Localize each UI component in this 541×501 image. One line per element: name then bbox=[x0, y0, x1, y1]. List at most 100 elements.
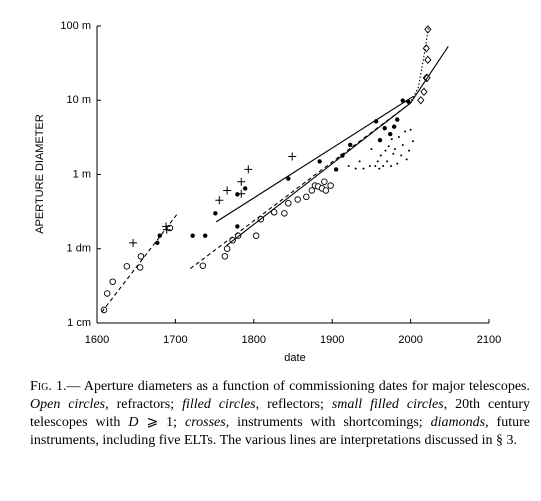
y-tick-label: 1 dm bbox=[67, 243, 91, 255]
small-point bbox=[368, 165, 371, 168]
small-point bbox=[347, 165, 350, 168]
small-point bbox=[401, 143, 404, 146]
caption-segment: small filled circles bbox=[331, 397, 444, 412]
refractor-point bbox=[137, 253, 145, 260]
small-point bbox=[378, 167, 381, 170]
refractor-point bbox=[308, 187, 316, 194]
cross-point bbox=[129, 238, 138, 247]
reflector-point bbox=[317, 159, 322, 164]
y-tick-label: 1 cm bbox=[67, 317, 91, 329]
small-point bbox=[382, 165, 385, 168]
caption-segment: Fig. 1. bbox=[30, 379, 67, 394]
reflector-point bbox=[202, 233, 208, 238]
x-tick-label: 1900 bbox=[320, 334, 344, 346]
refractor-point bbox=[281, 210, 288, 217]
cross-point bbox=[244, 165, 253, 174]
refractor-point bbox=[270, 209, 278, 216]
x-tick-label: 1700 bbox=[163, 334, 187, 346]
reflector-point bbox=[400, 98, 405, 103]
small-point bbox=[392, 152, 395, 155]
reflector-point bbox=[395, 117, 400, 122]
refractor-point bbox=[327, 182, 334, 189]
y-tick-label: 10 m bbox=[67, 94, 91, 106]
refractor-point bbox=[123, 263, 131, 270]
small-point bbox=[390, 138, 393, 141]
y-axis-label: APERTURE DIAMETER bbox=[34, 114, 46, 234]
small-point bbox=[396, 162, 399, 165]
small-point bbox=[393, 148, 396, 151]
refractor-point bbox=[223, 245, 231, 252]
chart: date APERTURE DIAMETER 1 cm 1 dm 1 m 10 m 10… bbox=[34, 20, 501, 364]
caption-segment: — Aperture diameters as a function of co… bbox=[66, 379, 530, 394]
cross-point bbox=[288, 152, 297, 161]
x-tick-label: 2000 bbox=[398, 334, 422, 346]
refractor-point bbox=[103, 290, 111, 297]
x-tick-label: 1600 bbox=[85, 334, 109, 346]
cross-point bbox=[237, 177, 246, 186]
reflector-point bbox=[213, 211, 218, 216]
trend-line bbox=[226, 46, 449, 247]
reflector-point bbox=[286, 176, 291, 181]
small-point bbox=[411, 140, 414, 143]
small-point bbox=[384, 149, 387, 152]
small-point bbox=[370, 148, 373, 151]
refractor-point bbox=[321, 178, 328, 185]
refractor-point bbox=[252, 232, 260, 239]
reflector-point bbox=[242, 186, 248, 191]
reflector-point bbox=[333, 167, 339, 172]
small-point bbox=[400, 154, 403, 157]
small-point bbox=[397, 135, 400, 138]
reflector-point bbox=[157, 233, 162, 238]
cross-point bbox=[223, 186, 232, 195]
x-tick-label: 2100 bbox=[477, 334, 501, 346]
small-point bbox=[409, 128, 412, 131]
refractor-point bbox=[199, 262, 207, 270]
cross-point bbox=[237, 189, 246, 198]
trend-line bbox=[215, 96, 414, 223]
caption: Fig. 1.— Aperture diameters as a functio… bbox=[30, 378, 530, 450]
reflector-point bbox=[388, 131, 393, 137]
trend-line bbox=[189, 103, 411, 270]
reflector-point bbox=[190, 233, 195, 238]
trend-line bbox=[101, 212, 179, 313]
refractor-point bbox=[294, 196, 301, 203]
small-point bbox=[354, 167, 357, 170]
caption-segment: crosses bbox=[185, 415, 226, 430]
caption-segment: ⩾ 1; bbox=[138, 415, 186, 430]
small-point bbox=[374, 165, 377, 168]
small-point bbox=[379, 154, 382, 157]
y-tick-label: 100 m bbox=[60, 20, 91, 32]
diamond-point bbox=[424, 55, 432, 65]
diamond-point bbox=[420, 87, 428, 96]
reflector-point bbox=[377, 137, 383, 143]
caption-segment: filled circles bbox=[182, 397, 256, 412]
reflector-point bbox=[155, 240, 160, 246]
caption-segment: , reflectors; bbox=[255, 397, 332, 412]
reflector-point bbox=[382, 126, 387, 131]
reflector-point bbox=[391, 124, 397, 129]
caption-segment: , refractors; bbox=[105, 397, 183, 412]
y-tick-label: 1 m bbox=[73, 168, 91, 180]
caption-segment: Open circles bbox=[30, 397, 106, 412]
small-point bbox=[404, 130, 407, 133]
refractor-point bbox=[221, 253, 229, 260]
small-point bbox=[390, 165, 392, 168]
reflector-point bbox=[235, 192, 240, 197]
small-point bbox=[376, 160, 379, 163]
refractor-point bbox=[285, 200, 292, 207]
reflector-point bbox=[235, 224, 240, 229]
refractor-point bbox=[303, 193, 310, 201]
caption-segment: D bbox=[128, 415, 139, 430]
small-point bbox=[387, 145, 390, 148]
diamond-point bbox=[417, 96, 425, 105]
x-tick-label: 1800 bbox=[242, 334, 266, 346]
refractor-point bbox=[322, 187, 330, 194]
refractor-point bbox=[109, 278, 116, 285]
refractor-point bbox=[136, 264, 144, 271]
small-point bbox=[362, 167, 365, 170]
caption-segment: , 20th century telescopes with bbox=[30, 397, 531, 430]
caption-segment: , instruments with shortcomings; bbox=[225, 415, 431, 430]
reflector-point bbox=[348, 142, 353, 148]
trend-line bbox=[409, 25, 430, 104]
